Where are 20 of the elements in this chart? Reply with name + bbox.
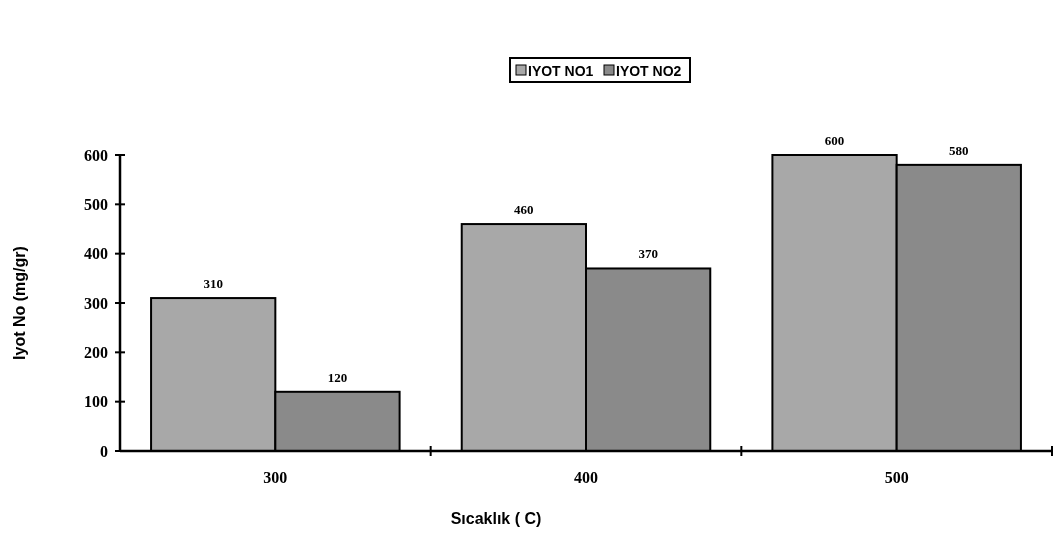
data-label: 460 bbox=[514, 202, 534, 218]
data-label: 310 bbox=[203, 276, 223, 292]
x-tick-label: 300 bbox=[263, 469, 288, 486]
x-tick-label: 500 bbox=[884, 469, 909, 486]
y-tick-label: 300 bbox=[84, 294, 108, 312]
data-label: 120 bbox=[327, 369, 348, 385]
y-tick-label: 600 bbox=[84, 146, 108, 164]
y-tick-label: 0 bbox=[100, 442, 108, 460]
x-tick-label: 400 bbox=[574, 469, 598, 486]
data-label: 580 bbox=[949, 142, 969, 158]
data-label: 370 bbox=[638, 246, 658, 262]
y-tick-label: 200 bbox=[84, 343, 108, 361]
legend-label: IYOT NO1 bbox=[528, 63, 594, 79]
data-label: 600 bbox=[824, 133, 845, 148]
y-axis-title: Iyot No (mg/gr) bbox=[11, 246, 28, 360]
x-axis-title: Sıcaklık ( C) bbox=[450, 510, 542, 527]
legend-label: IYOT NO2 bbox=[616, 63, 682, 79]
y-tick-label: 400 bbox=[84, 245, 108, 263]
y-tick-label: 500 bbox=[84, 195, 108, 213]
y-tick-label: 100 bbox=[84, 393, 108, 411]
